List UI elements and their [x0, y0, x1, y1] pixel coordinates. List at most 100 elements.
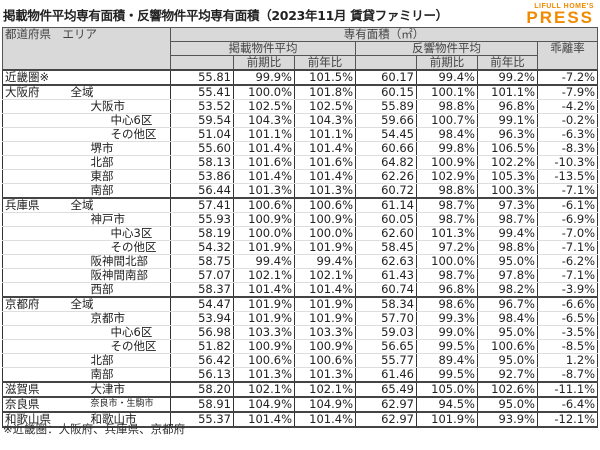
inquiry-yoy-cell: 96.3% — [477, 127, 538, 142]
inquiry-yoy-cell: 98.7% — [477, 212, 538, 227]
listed-qoq-cell: 100.6% — [233, 353, 295, 368]
inquiry-qoq-cell: 100.9% — [416, 155, 478, 170]
prefecture-cell — [2, 353, 71, 368]
inquiry-avg-cell: 60.15 — [355, 84, 417, 100]
area-cell: 南部 — [70, 367, 171, 383]
gap-rate-cell: -8.7% — [536, 367, 599, 383]
listed-qoq-cell: 99.9% — [233, 69, 295, 86]
listed-avg-cell: 55.60 — [170, 141, 234, 156]
prefecture-cell — [2, 169, 71, 184]
inquiry-qoq-cell: 99.5% — [416, 339, 478, 354]
listed-yoy-cell: 100.0% — [294, 226, 356, 241]
area-cell: 西部 — [70, 282, 171, 298]
area-cell: 東部 — [70, 169, 171, 184]
inquiry-qoq-cell: 99.5% — [416, 367, 478, 383]
table-row: 阪神間南部 57.07 102.1% 102.1% 61.43 98.7% 97.8% -7.… — [2, 268, 599, 283]
gap-rate-cell: -7.2% — [536, 69, 599, 86]
inquiry-qoq-cell: 98.7% — [416, 268, 478, 283]
area-cell: 大津市 — [70, 381, 171, 398]
listed-yoy-cell: 101.3% — [294, 367, 356, 383]
listed-avg-cell: 53.86 — [170, 169, 234, 184]
listed-yoy-cell: 104.3% — [294, 113, 356, 128]
gap-rate-cell: 1.2% — [536, 353, 599, 368]
prefecture-cell: 兵庫県 — [2, 197, 71, 213]
inquiry-qoq-cell: 101.9% — [416, 411, 478, 428]
inquiry-avg-cell: 62.63 — [355, 254, 417, 269]
inquiry-avg-cell: 57.70 — [355, 311, 417, 326]
inquiry-avg-cell: 58.45 — [355, 240, 417, 255]
inquiry-yoy-cell: 98.8% — [477, 240, 538, 255]
inquiry-yoy-cell: 96.8% — [477, 99, 538, 114]
gap-rate-cell: -7.1% — [536, 268, 599, 283]
listed-header: 掲載物件平均 — [170, 41, 356, 56]
listed-yoy-cell: 101.6% — [294, 155, 356, 170]
prefecture-cell — [2, 339, 71, 354]
table-row: 北部 58.13 101.6% 101.6% 64.82 100.9% 102.2% -10.… — [2, 155, 599, 170]
table-row: その他区 54.32 101.9% 101.9% 58.45 97.2% 98.8% -7.1… — [2, 240, 599, 255]
table-row: 南部 56.44 101.3% 101.3% 60.72 98.8% 100.3% -7.1% — [2, 183, 599, 199]
listed-qoq-cell: 101.4% — [233, 411, 295, 428]
inquiry-qoq-cell: 96.8% — [416, 282, 478, 298]
prefecture-cell — [2, 212, 71, 227]
footnote: ※近畿圏：大阪府、兵庫県、京都府 — [3, 422, 186, 436]
listed-qoq-cell: 101.6% — [233, 155, 295, 170]
area-cell: 京都市 — [70, 311, 171, 326]
prefecture-cell — [2, 99, 71, 114]
inquiry-yoy-header: 前年比 — [477, 55, 538, 71]
listed-qoq-cell: 100.9% — [233, 212, 295, 227]
area-cell: 大阪市 — [70, 99, 171, 114]
prefecture-cell — [2, 254, 71, 269]
gap-rate-cell: -6.4% — [536, 396, 599, 413]
prefecture-cell: 和歌山県 — [2, 411, 71, 428]
area-cell: その他区 — [70, 127, 171, 142]
listed-yoy-cell: 100.6% — [294, 197, 356, 213]
listed-qoq-cell: 101.4% — [233, 141, 295, 156]
inquiry-avg-cell: 58.34 — [355, 296, 417, 312]
listed-yoy-cell: 99.4% — [294, 254, 356, 269]
inquiry-avg-cell: 62.97 — [355, 411, 417, 428]
inquiry-qoq-cell: 100.7% — [416, 113, 478, 128]
page-title: 掲載物件平均専有面積・反響物件平均専有面積（2023年11月 賃貸ファミリー） — [3, 8, 448, 23]
inquiry-qoq-cell: 97.2% — [416, 240, 478, 255]
prefecture-cell — [2, 367, 71, 383]
inquiry-avg-cell: 60.05 — [355, 212, 417, 227]
listed-yoy-cell: 101.4% — [294, 169, 356, 184]
inquiry-yoy-cell: 95.0% — [477, 254, 538, 269]
area-cell: 北部 — [70, 155, 171, 170]
prefecture-cell — [2, 183, 71, 199]
listed-qoq-cell: 101.9% — [233, 311, 295, 326]
listed-qoq-cell: 99.4% — [233, 254, 295, 269]
gap-rate-cell: -6.5% — [536, 311, 599, 326]
area-cell: 全域 — [70, 296, 171, 312]
inquiry-qoq-cell: 98.7% — [416, 212, 478, 227]
listed-avg-cell: 58.37 — [170, 282, 234, 298]
inquiry-avg-cell: 56.65 — [355, 339, 417, 354]
listed-avg-cell: 51.04 — [170, 127, 234, 142]
prefecture-cell — [2, 268, 71, 283]
inquiry-yoy-cell: 99.2% — [477, 69, 538, 86]
gap-rate-cell: -6.6% — [536, 296, 599, 312]
table-row: 南部 56.13 101.3% 101.3% 61.46 99.5% 92.7% -8.7% — [2, 367, 599, 383]
inquiry-avg-cell: 55.89 — [355, 99, 417, 114]
gap-rate-cell: -3.9% — [536, 282, 599, 298]
table-row: 東部 53.86 101.4% 101.4% 62.26 102.9% 105.3% -13.… — [2, 169, 599, 184]
listed-yoy-cell: 101.4% — [294, 282, 356, 298]
inquiry-header: 反響物件平均 — [355, 41, 538, 56]
inquiry-qoq-cell: 99.8% — [416, 141, 478, 156]
listed-yoy-cell: 102.1% — [294, 381, 356, 398]
inquiry-yoy-cell: 100.3% — [477, 183, 538, 199]
inquiry-qoq-cell: 98.8% — [416, 99, 478, 114]
listed-yoy-cell: 100.6% — [294, 353, 356, 368]
inquiry-avg-cell: 60.66 — [355, 141, 417, 156]
listed-qoq-cell: 101.4% — [233, 169, 295, 184]
listed-qoq-cell: 101.9% — [233, 296, 295, 312]
gap-rate-cell: -3.5% — [536, 325, 599, 340]
listed-qoq-cell: 100.6% — [233, 197, 295, 213]
listed-yoy-cell: 101.8% — [294, 84, 356, 100]
prefecture-cell — [2, 240, 71, 255]
inquiry-avg-cell: 55.77 — [355, 353, 417, 368]
table-row: 西部 58.37 101.4% 101.4% 60.74 96.8% 98.2% -3.9% — [2, 282, 599, 298]
inquiry-avg-cell: 61.14 — [355, 197, 417, 213]
listed-qoq-cell: 101.3% — [233, 367, 295, 383]
listed-avg-cell: 54.32 — [170, 240, 234, 255]
